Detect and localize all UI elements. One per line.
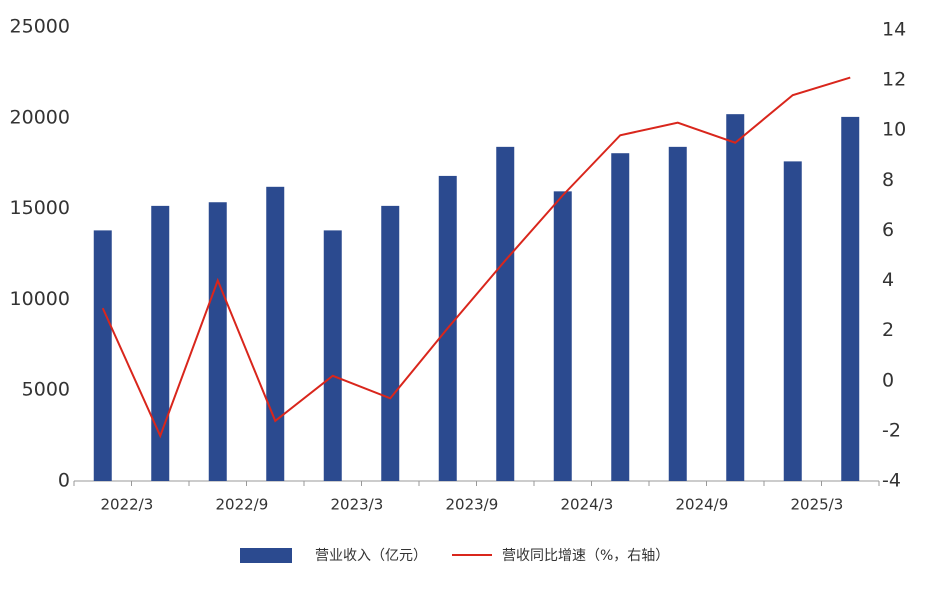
bar [93,230,112,481]
legend-swatch [240,548,292,563]
bar [841,116,860,481]
x-tick-label: 2023/9 [446,496,499,514]
y-tick-label: 5000 [22,379,70,401]
y2-tick-label: 0 [882,369,894,391]
x-tick-label: 2023/3 [331,496,384,514]
bar [381,205,400,481]
y2-tick-label: -4 [882,470,901,492]
y2-tick-label: 6 [882,219,894,241]
bar [553,191,572,481]
x-tick-label: 2024/9 [676,496,729,514]
bar [208,202,227,481]
legend-label: 营业收入（亿元） [315,548,427,564]
y2-tick-label: 12 [882,69,906,91]
y-tick-label: 10000 [10,288,70,310]
bar [151,205,170,481]
y-tick-label: 15000 [10,197,70,219]
y2-tick-label: 8 [882,169,894,191]
y2-tick-label: 2 [882,319,894,341]
x-tick-label: 2022/9 [216,496,269,514]
y-tick-label: 0 [58,470,70,492]
bar [496,146,515,481]
bar [783,161,802,481]
x-tick-label: 2025/3 [791,496,844,514]
x-tick-label: 2022/3 [101,496,154,514]
bar [266,186,285,482]
y2-tick-label: 4 [882,269,894,291]
bar [323,230,342,481]
bar [611,153,630,481]
line [101,76,851,439]
y2-tick-label: -2 [882,419,901,441]
y-tick-label: 20000 [10,106,70,128]
y-tick-label: 25000 [10,16,70,38]
bar [668,146,687,481]
bar [726,114,745,481]
y2-tick-label: 14 [882,19,906,41]
x-tick-label: 2024/3 [561,496,614,514]
y2-tick-label: 10 [882,119,906,141]
legend-label: 营收同比增速（%，右轴） [502,548,669,564]
